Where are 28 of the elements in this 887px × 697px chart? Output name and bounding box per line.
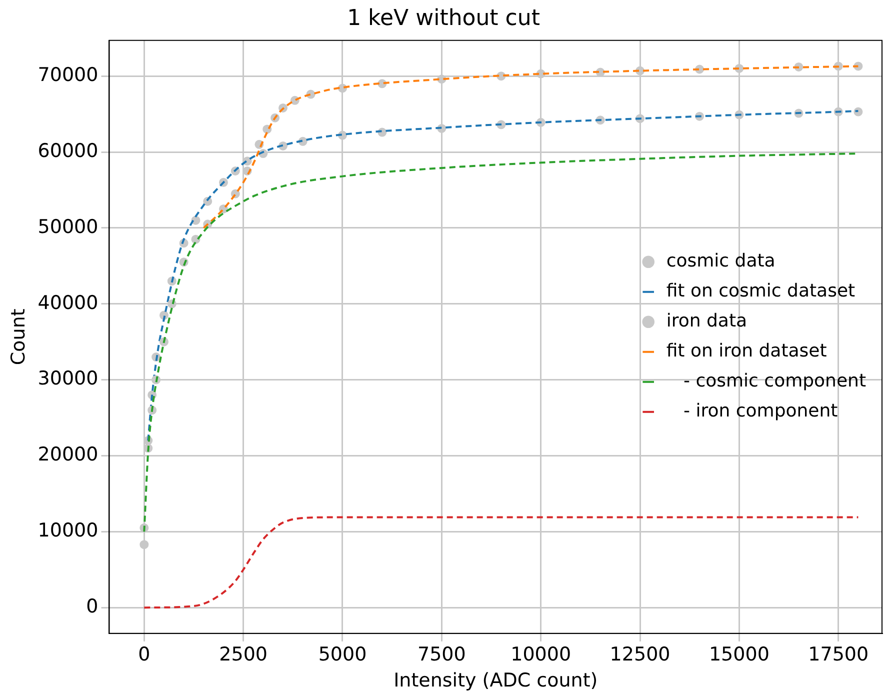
y-tick-label: 60000: [38, 140, 98, 162]
legend-label: iron data: [666, 310, 748, 332]
y-axis-title: Count: [7, 308, 30, 366]
point: [854, 107, 863, 116]
legend-label: fit on iron dataset: [666, 340, 827, 362]
legend-label: fit on cosmic dataset: [666, 280, 856, 302]
legend-label: cosmic data: [666, 250, 776, 272]
line-series: [143, 516, 860, 609]
x-tick-label: 17500: [808, 644, 869, 666]
y-tick-label: 0: [86, 596, 98, 618]
y-tick-label: 40000: [38, 292, 98, 314]
y-tick-label: 20000: [38, 444, 98, 466]
x-tick-label: 12500: [610, 644, 670, 666]
chart-title: 1 keV without cut: [347, 6, 540, 31]
legend-label: - cosmic component: [666, 370, 866, 392]
y-tick-label: 30000: [38, 368, 98, 390]
y-tick-label: 10000: [38, 520, 98, 542]
legend-label: - iron component: [666, 400, 838, 422]
x-tick-label: 10000: [510, 644, 572, 666]
x-tick-label: 0: [138, 644, 150, 666]
y-tick-label: 50000: [38, 216, 98, 238]
x-tick-label: 2500: [219, 644, 268, 666]
x-tick-label: 5000: [318, 644, 367, 666]
point: [140, 540, 149, 550]
y-tick-label: 70000: [38, 64, 98, 86]
x-tick-label: 7500: [417, 644, 466, 666]
x-tick-label: 15000: [708, 644, 770, 666]
x-axis-title: Intensity (ADC count): [394, 670, 598, 692]
